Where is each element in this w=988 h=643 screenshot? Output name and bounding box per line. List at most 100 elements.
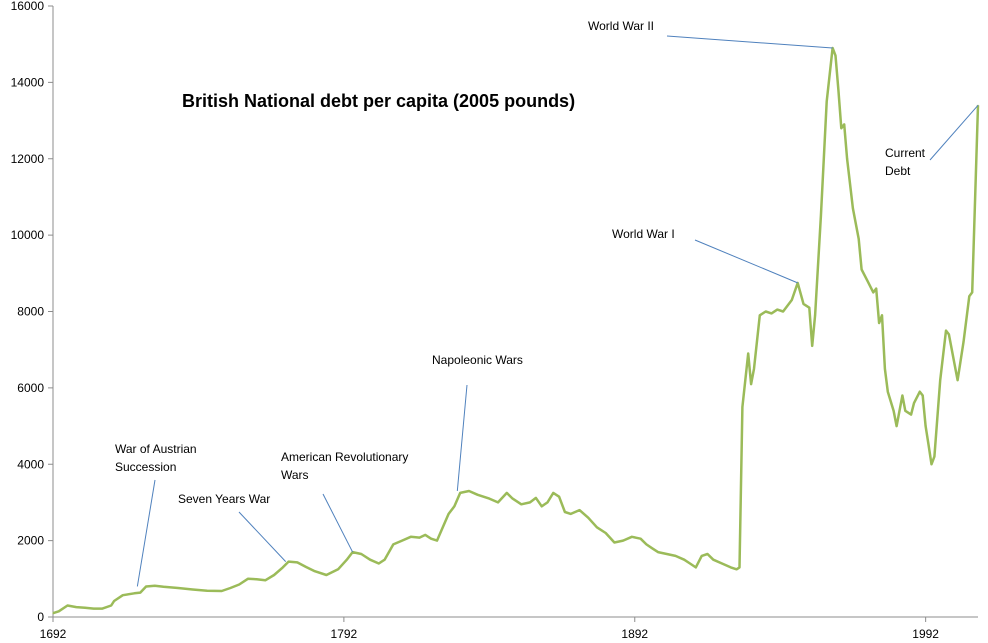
data-point (58, 610, 60, 612)
data-point (925, 425, 927, 427)
data-point (747, 352, 749, 355)
data-point (221, 590, 223, 592)
data-point (622, 540, 624, 542)
data-point (808, 307, 810, 309)
annotation-label: World War II (588, 19, 654, 33)
data-point (875, 288, 877, 290)
series (52, 46, 980, 615)
data-point (264, 579, 266, 581)
data-point (884, 368, 886, 370)
data-point (605, 532, 607, 534)
data-point (346, 559, 348, 561)
axes: 0 2000 4000 6000 8000 10000 12000 14000 16000 169… (11, 0, 978, 641)
y-tick-label: 6000 (17, 381, 44, 395)
data-point (738, 566, 741, 569)
annotation-label: War of Austrian (115, 442, 197, 456)
data-point (866, 280, 869, 282)
data-point (721, 562, 723, 565)
data-point (192, 588, 194, 591)
y-tick-label: 0 (37, 610, 44, 624)
data-point (52, 612, 54, 614)
data-point (689, 562, 691, 565)
data-point (424, 534, 426, 536)
data-point (378, 562, 380, 565)
data-point (337, 568, 339, 570)
x-tick-label: 1892 (621, 627, 648, 641)
data-point (753, 368, 755, 370)
data-point (448, 513, 450, 515)
annotation-label: Seven Years War (178, 492, 270, 506)
data-point (928, 444, 930, 446)
data-point (177, 587, 179, 589)
data-point (837, 89, 840, 91)
data-point (683, 559, 685, 561)
data-point (564, 511, 566, 513)
annotation-leader (456, 384, 468, 492)
data-point (922, 394, 924, 397)
data-point (770, 312, 773, 314)
data-point (954, 364, 956, 366)
data-point (154, 585, 156, 587)
y-tick-label: 10000 (11, 228, 45, 242)
data-point (229, 587, 231, 589)
data-point (238, 583, 240, 586)
data-point (887, 391, 889, 393)
annotation-leader (238, 511, 287, 562)
data-point (418, 537, 421, 539)
data-point (861, 268, 863, 271)
data-point (162, 586, 165, 588)
data-point (962, 341, 965, 343)
data-point (765, 310, 767, 313)
data-point (288, 561, 290, 563)
annotation-leader (322, 493, 354, 553)
data-point (695, 566, 697, 569)
data-point (750, 383, 752, 385)
data-point (826, 100, 828, 103)
data-point (84, 607, 86, 609)
data-point (247, 578, 249, 580)
data-point (401, 540, 403, 542)
data-point (442, 526, 444, 528)
data-point (459, 492, 461, 494)
data-point (741, 406, 744, 408)
data-point (101, 608, 103, 610)
annotation-label: World War I (612, 227, 675, 241)
data-point (535, 497, 537, 499)
data-point (133, 592, 135, 594)
data-point (759, 314, 761, 316)
annotation-leader (694, 239, 798, 284)
data-point (570, 513, 572, 515)
data-point (840, 127, 842, 129)
y-tick-label: 16000 (11, 0, 45, 13)
data-point (945, 330, 947, 332)
data-point (558, 496, 560, 498)
data-point (477, 494, 479, 496)
data-point (546, 501, 549, 503)
data-point (578, 509, 581, 511)
annotation-leader (136, 479, 156, 587)
data-point (712, 559, 714, 561)
data-point (736, 568, 738, 570)
data-point (640, 538, 642, 540)
data-point (701, 555, 703, 557)
data-point (541, 505, 543, 507)
data-point (369, 559, 371, 561)
data-point (384, 559, 386, 561)
data-point (666, 553, 668, 555)
y-tick-label: 2000 (17, 534, 44, 548)
data-point (858, 238, 860, 240)
y-tick-label: 8000 (17, 305, 44, 319)
data-point (93, 608, 95, 610)
annotation-label: Debt (885, 164, 911, 178)
data-point (506, 492, 508, 494)
data-point (811, 345, 813, 347)
data-point (933, 456, 936, 458)
data-point (910, 414, 912, 416)
x-tick-label: 1692 (40, 627, 67, 641)
data-point (511, 498, 514, 500)
data-point (296, 561, 298, 564)
data-point (657, 551, 659, 553)
data-point (820, 215, 822, 217)
data-point (904, 410, 906, 412)
data-point (919, 391, 921, 393)
